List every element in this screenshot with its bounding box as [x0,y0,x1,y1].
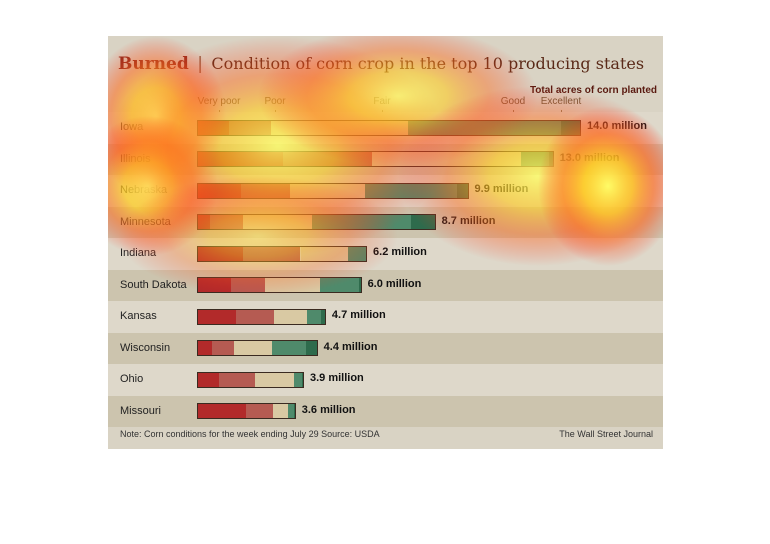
bar-segment-very-poor [198,183,242,198]
bar-segment-poor [246,404,274,419]
chart-title-separator: | [197,54,203,74]
state-label: Illinois [120,152,151,165]
chart-figure: Burned | Condition of corn crop in the t… [108,36,663,449]
bar-segment-good [319,278,359,293]
state-label: Iowa [120,121,144,133]
acres-label: 6.0 million [367,277,422,290]
bar-segment-very-poor [198,246,244,261]
bar-segment-poor [209,215,243,230]
chart-title-main: Burned [118,54,189,74]
bar-segment-fair [273,404,288,419]
acres-label: 6.2 million [373,246,427,258]
bar-segment-very-poor [198,372,219,387]
total-acres-header: Total acres of corn planted [529,85,657,96]
state-label: Ohio [120,373,144,385]
bar-segment-fair [300,246,348,261]
acres-label: 14.0 million [587,120,647,132]
bar-segment-excellent [549,152,553,167]
bar-segment-good [347,246,367,261]
bar-segment-good [293,372,302,387]
state-bar [197,214,436,231]
bar-segment-poor [228,120,271,135]
chart-title: Burned | Condition of corn crop in the t… [118,54,644,74]
bar-segment-fair [270,120,409,135]
bar-segment-excellent [305,341,317,356]
bar-segment-excellent [410,215,435,230]
bar-segment-excellent [560,120,580,135]
scale-label-poor: Poor [264,96,286,107]
bar-segment-poor [230,278,265,293]
scale-label-excellent: Excellent [540,96,582,107]
state-bar [197,371,304,388]
state-bar [197,277,362,294]
row-band [108,395,663,427]
bar-segment-very-poor [198,404,247,419]
bar-segment-good [311,215,411,230]
state-bar [197,182,469,199]
acres-label: 13.0 million [559,151,620,164]
state-bar [197,403,296,420]
publisher-credit: The Wall Street Journal [559,429,653,439]
state-label: Missouri [120,404,161,417]
row-band [108,364,663,396]
acres-label: 9.9 million [474,183,529,195]
acres-label: 4.4 million [323,340,378,353]
state-label: Indiana [120,247,157,259]
acres-label: 3.9 million [309,372,364,384]
bar-segment-fair [264,278,320,293]
bar-segment-excellent [456,183,468,198]
bar-segment-poor [236,309,275,324]
scale-label-fair: Fair [373,96,391,107]
bar-segment-poor [218,372,255,387]
row-band [108,332,663,364]
bar-segment-excellent [320,309,325,324]
bar-segment-good [271,341,306,356]
state-bar [197,245,368,262]
bar-segment-fair [371,152,521,167]
bar-segment-excellent [358,278,361,293]
acres-label: 3.6 million [301,403,356,416]
state-label: Nebraska [120,184,168,196]
bar-segment-good [408,120,561,135]
bar-segment-poor [243,246,301,261]
bar-segment-fair [254,372,294,387]
bar-segment-fair [274,309,307,324]
state-bar [197,119,581,136]
bar-segment-good [306,309,321,324]
bar-segment-good [287,404,294,419]
bar-segment-very-poor [198,341,213,356]
scale-label-very-poor: Very poor [197,96,241,107]
scale-label-good: Good [500,96,526,107]
bar-segment-poor [283,152,372,167]
state-label: Kansas [120,310,157,322]
state-bar [197,151,554,168]
bar-segment-poor [212,341,234,356]
acres-label: 4.7 million [331,309,386,321]
state-bar [197,340,318,357]
state-bar [197,308,326,325]
bar-segment-fair [289,183,366,198]
chart-footnote: Note: Corn conditions for the week endin… [120,429,380,439]
state-label: Wisconsin [120,341,171,354]
state-label: Minnesota [120,215,171,228]
bar-segment-very-poor [198,278,231,293]
bar-segment-fair [233,341,272,356]
bar-segment-good [520,152,549,167]
bar-segment-excellent [301,372,303,387]
bar-segment-excellent [293,404,295,419]
bar-segment-good [365,183,457,198]
bar-segment-very-poor [198,215,210,230]
bar-segment-poor [241,183,290,198]
bar-segment-very-poor [198,152,284,167]
state-label: South Dakota [120,278,187,291]
bar-segment-very-poor [198,120,229,135]
bar-segment-very-poor [198,309,237,324]
acres-label: 8.7 million [441,214,496,227]
chart-subtitle: Condition of corn crop in the top 10 pro… [211,54,645,73]
bar-segment-fair [242,215,312,230]
